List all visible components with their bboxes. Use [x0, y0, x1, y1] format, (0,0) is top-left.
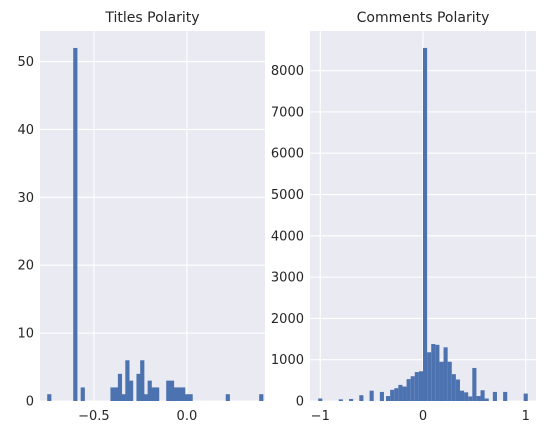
comments-histogram-bar — [503, 391, 508, 401]
titles-histogram-bar — [147, 380, 152, 401]
titles-histogram-bar — [114, 387, 119, 401]
titles-x-ticks: −0.5 0.0 — [78, 409, 197, 424]
comments-histogram-bar — [349, 398, 354, 401]
comments-y-tick-label: 2000 — [271, 312, 304, 327]
titles-histogram-bar — [166, 380, 171, 401]
comments-histogram-bar — [523, 393, 528, 401]
titles-histogram-bar — [184, 394, 189, 401]
comments-histogram-bar — [369, 390, 374, 401]
comments-histogram-bar — [398, 384, 403, 401]
titles-histogram-bar — [73, 47, 78, 402]
comments-histogram-bar — [423, 47, 428, 401]
comments-histogram-bar — [443, 347, 448, 401]
titles-histogram-bar — [80, 387, 85, 401]
comments-histogram-bar — [480, 390, 485, 401]
comments-y-tick-label: 5000 — [271, 188, 304, 203]
titles-histogram-bar — [155, 387, 160, 401]
comments-y-tick-label: 8000 — [271, 64, 304, 79]
titles-histogram-bar — [121, 394, 126, 401]
comments-histogram-bar — [394, 388, 399, 401]
titles-y-tick-label: 50 — [17, 55, 34, 70]
comments-x-tick-label: −1 — [311, 409, 330, 424]
comments-y-tick-label: 7000 — [271, 105, 304, 120]
comments-histogram-bar — [435, 344, 440, 401]
titles-y-tick-label: 10 — [17, 327, 34, 342]
titles-histogram-bar — [117, 373, 123, 401]
comments-y-tick-label: 4000 — [271, 229, 304, 244]
titles-histogram-bar — [129, 380, 134, 401]
titles-y-ticks: 0 10 20 30 40 50 — [17, 55, 34, 409]
comments-polarity-chart: 0 1000 2000 3000 4000 5000 6000 7000 8000 −1 0 1 C… — [271, 10, 536, 424]
comments-histogram-bar — [386, 396, 391, 401]
comments-chart-title: Comments Polarity — [357, 10, 490, 26]
titles-histogram-bar — [177, 387, 182, 401]
comments-histogram-bar — [484, 398, 489, 401]
titles-histogram-bar — [140, 360, 145, 401]
comments-histogram-bar — [359, 395, 364, 401]
comments-bars — [318, 47, 528, 401]
titles-y-tick-label: 30 — [17, 191, 34, 206]
comments-histogram-bar — [379, 391, 384, 401]
comments-histogram-bar — [459, 390, 465, 401]
comments-histogram-bar — [492, 391, 497, 401]
comments-x-ticks: −1 0 1 — [311, 409, 530, 424]
titles-y-tick-label: 0 — [26, 395, 34, 410]
titles-histogram-bar — [125, 360, 130, 401]
titles-histogram-bar — [151, 387, 156, 401]
comments-histogram-bar — [476, 396, 481, 401]
comments-histogram-bar — [427, 352, 432, 401]
titles-histogram-bar — [188, 394, 193, 401]
comments-histogram-bar — [472, 367, 477, 401]
comments-histogram-bar — [414, 372, 419, 401]
comments-histogram-bar — [447, 361, 452, 401]
titles-y-tick-label: 20 — [17, 259, 34, 274]
comments-histogram-bar — [464, 392, 469, 401]
titles-histogram-bar — [169, 380, 175, 401]
titles-histogram-bar — [173, 387, 178, 401]
titles-x-tick-label: −0.5 — [78, 409, 110, 424]
comments-histogram-bar — [468, 396, 473, 401]
comments-x-tick-label: 1 — [522, 409, 530, 424]
titles-chart-title: Titles Polarity — [104, 10, 199, 26]
comments-x-tick-label: 0 — [419, 409, 427, 424]
titles-gridlines — [40, 31, 265, 402]
comments-histogram-bar — [439, 361, 444, 401]
titles-polarity-chart: 0 10 20 30 40 50 −0.5 0.0 Titles Polarity — [17, 10, 265, 424]
comments-histogram-bar — [410, 376, 415, 401]
comments-y-tick-label: 3000 — [271, 271, 304, 286]
comments-histogram-bar — [402, 386, 407, 401]
comments-histogram-bar — [318, 398, 323, 401]
titles-histogram-bar — [47, 394, 52, 401]
comments-histogram-bar — [455, 379, 460, 401]
titles-bars — [47, 47, 264, 402]
comments-y-ticks: 0 1000 2000 3000 4000 5000 6000 7000 8000 — [271, 64, 304, 409]
titles-histogram-bar — [143, 394, 149, 401]
titles-y-tick-label: 40 — [17, 123, 34, 138]
comments-histogram-bar — [418, 371, 423, 401]
comments-y-tick-label: 0 — [296, 395, 304, 410]
titles-histogram-bar — [225, 394, 230, 401]
titles-histogram-bar — [136, 373, 141, 401]
titles-histogram-bar — [259, 394, 264, 401]
comments-histogram-bar — [390, 389, 395, 401]
titles-histogram-bar — [181, 387, 186, 401]
comments-histogram-bar — [338, 399, 343, 401]
comments-y-tick-label: 1000 — [271, 353, 304, 368]
titles-plot-area — [40, 31, 265, 401]
comments-histogram-bar — [451, 374, 456, 401]
comments-histogram-bar — [431, 344, 436, 401]
titles-x-tick-label: 0.0 — [177, 409, 198, 424]
titles-histogram-bar — [110, 387, 115, 401]
comments-histogram-bar — [406, 379, 411, 401]
comments-y-tick-label: 6000 — [271, 147, 304, 162]
